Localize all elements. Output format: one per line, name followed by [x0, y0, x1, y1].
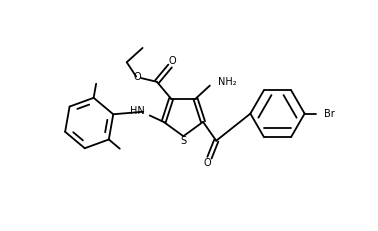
Text: O: O [204, 158, 211, 167]
Text: NH₂: NH₂ [218, 77, 237, 87]
Text: S: S [180, 137, 186, 146]
Text: Br: Br [324, 109, 335, 119]
Text: HN: HN [130, 106, 145, 116]
Text: O: O [133, 72, 141, 82]
Text: O: O [169, 56, 177, 66]
